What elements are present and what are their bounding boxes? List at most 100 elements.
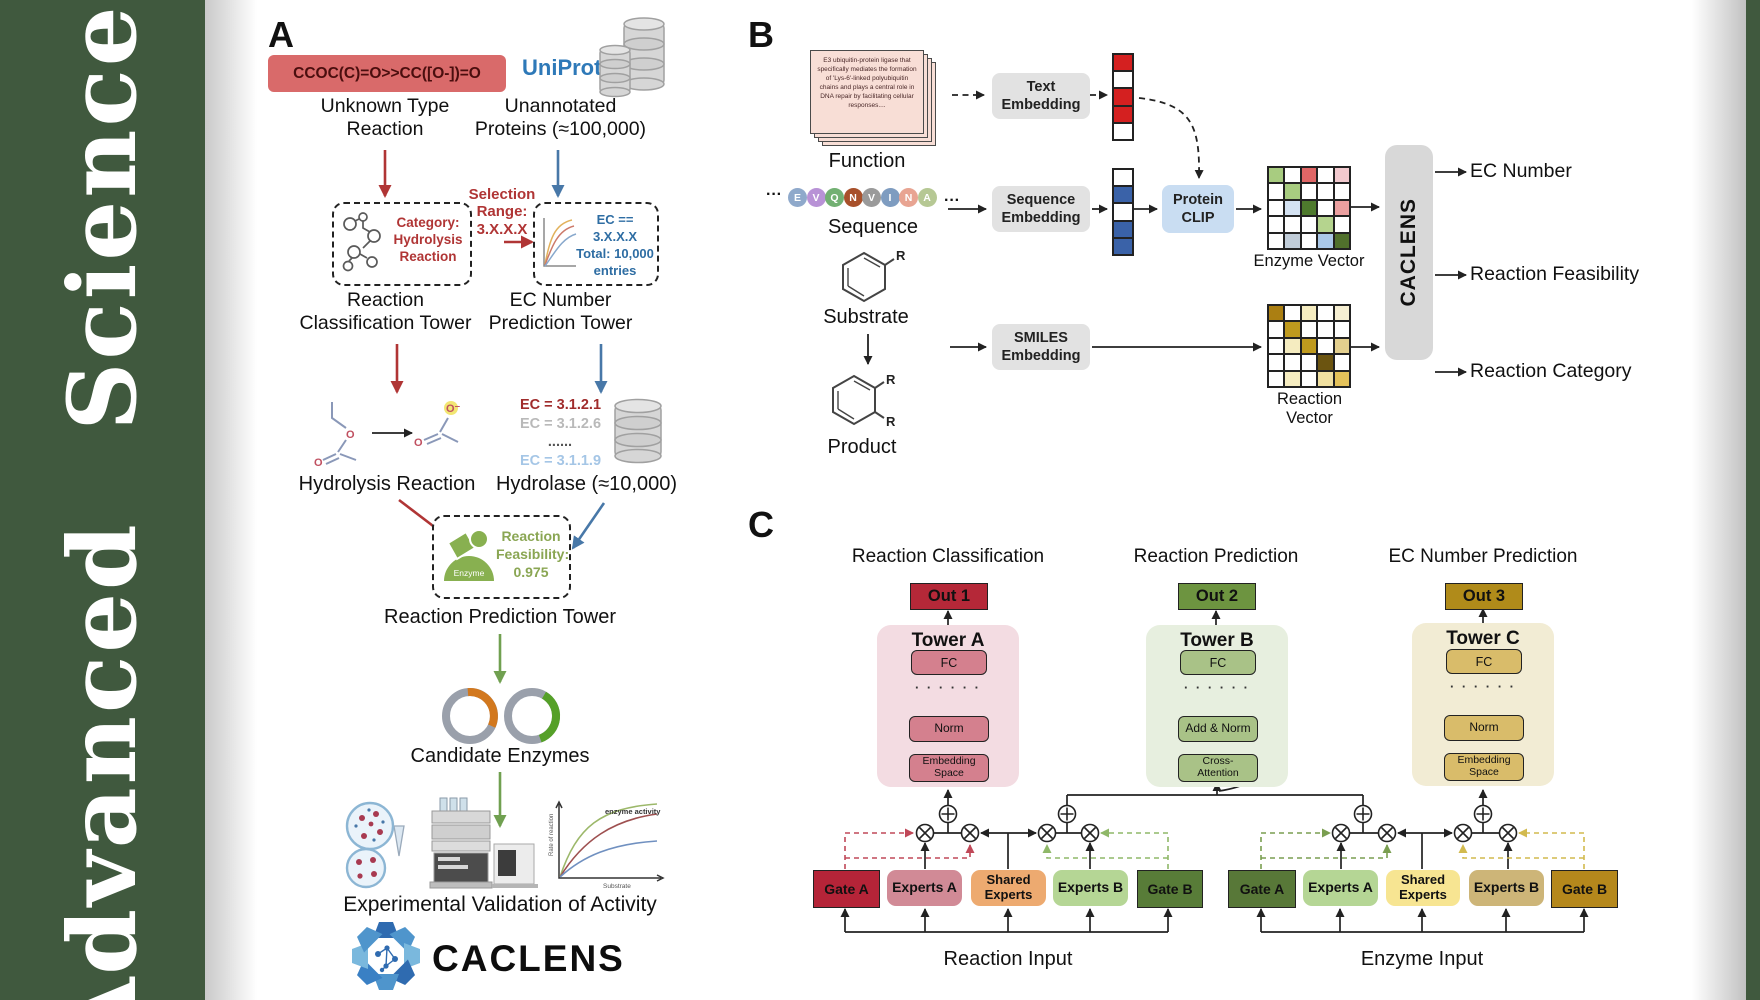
matrix-cell — [1317, 183, 1334, 200]
matrix-cell — [1284, 183, 1301, 200]
matrix-cell — [1333, 354, 1350, 371]
svg-text:Enzyme: Enzyme — [454, 568, 485, 578]
product-molecule: R R — [832, 372, 896, 429]
reaction-vector-matrix — [1267, 304, 1351, 388]
heading-reaction-classification: Reaction Classification — [851, 546, 1045, 567]
smiles-text: CCOC(C)=O>>CC([O-])=O — [293, 64, 481, 82]
residue-circle: Q — [825, 188, 844, 207]
matrix-cell — [1300, 321, 1318, 338]
matrix-cell — [1317, 370, 1334, 387]
text-embedding-vector — [1112, 53, 1134, 141]
caclens-model-bar: CACLENS — [1385, 145, 1433, 360]
moe-left-gate-a: Gate A — [813, 870, 880, 908]
page-left-shadow — [205, 0, 257, 1000]
petri-dish-icon — [345, 801, 405, 889]
reaction-vector-label: Reaction Vector — [1276, 390, 1343, 428]
moe-left-experts-a: Experts A — [887, 870, 962, 906]
matrix-cell — [1113, 88, 1133, 106]
matrix-cell — [1333, 232, 1350, 249]
candidate-enzymes-label: Candidate Enzymes — [410, 745, 590, 767]
output-ec-number: EC Number — [1470, 160, 1572, 182]
matrix-cell — [1113, 220, 1133, 238]
matrix-cell — [1317, 354, 1334, 371]
heading-reaction-prediction: Reaction Prediction — [1133, 546, 1299, 567]
tower-c-dots: · · · · · · — [1449, 679, 1517, 694]
matrix-cell — [1317, 199, 1334, 217]
matrix-cell — [1333, 305, 1350, 322]
matrix-cell — [1317, 321, 1334, 338]
sequence-embedding-vector — [1112, 168, 1134, 256]
matrix-cell — [1300, 305, 1318, 322]
matrix-cell — [1333, 370, 1350, 387]
matrix-cell — [1268, 167, 1285, 184]
moe-right-gate-a: Gate A — [1228, 870, 1296, 908]
matrix-cell — [1284, 167, 1301, 184]
residue-circle: I — [880, 188, 900, 207]
tower-c: Tower C FC · · · · · · Norm Embedding Sp… — [1412, 623, 1554, 786]
svg-text:R: R — [896, 248, 906, 263]
unknown-reaction-label: Unknown Type Reaction — [320, 95, 450, 140]
matrix-cell — [1300, 370, 1318, 387]
ec-selection-text: EC == 3.X.X.X Total: 10,000 entries — [576, 212, 654, 278]
matrix-cell — [1317, 216, 1334, 233]
out3-box: Out 3 — [1445, 583, 1523, 610]
tower-b-add-norm: Add & Norm — [1178, 716, 1258, 742]
tower-b: Tower B FC · · · · · · Add & Norm Cross-… — [1146, 625, 1288, 787]
hydrolase-database-icon — [614, 398, 662, 464]
matrix-cell — [1113, 237, 1133, 255]
svg-text:O: O — [414, 437, 423, 449]
category-box — [332, 202, 472, 286]
function-card: E3 ubiquitin-protein ligase that specifi… — [810, 50, 924, 134]
residue-circle: E — [788, 188, 807, 207]
hydrolase-label: Hydrolase (≈10,000) — [495, 473, 678, 495]
matrix-cell — [1284, 337, 1301, 355]
sequence-ellipsis-left: ··· — [766, 186, 782, 203]
tower-a-fc: FC — [911, 650, 987, 675]
matrix-cell — [1268, 216, 1285, 233]
residue-circle: V — [806, 188, 826, 207]
classification-tower-label: Reaction Classification Tower — [299, 289, 472, 334]
category-text: Category: Hydrolysis Reaction — [393, 215, 463, 264]
matrix-cell — [1284, 216, 1301, 233]
tower-a-title: Tower A — [911, 630, 985, 651]
enzyme-vector-label: Enzyme Vector — [1253, 252, 1365, 270]
tower-c-title: Tower C — [1446, 628, 1520, 649]
hplc-instrument-icon — [429, 797, 538, 889]
selection-range-label: Selection Range: 3.X.X.X — [468, 186, 536, 238]
sequence-embedding-box: Sequence Embedding — [992, 186, 1090, 232]
matrix-cell — [1113, 54, 1133, 72]
svg-text:Substrate: Substrate — [603, 883, 631, 890]
tower-c-norm: Norm — [1444, 715, 1524, 741]
prediction-tower-label: Reaction Prediction Tower — [384, 606, 616, 628]
matrix-cell — [1284, 321, 1301, 338]
out2-box: Out 2 — [1178, 583, 1256, 610]
matrix-cell — [1268, 337, 1285, 355]
matrix-cell — [1333, 216, 1350, 233]
ec-item: EC = 3.1.2.6 — [520, 415, 602, 432]
matrix-cell — [1113, 105, 1133, 123]
matrix-cell — [1300, 167, 1318, 184]
matrix-cell — [1268, 370, 1285, 387]
protein-clip-box: Protein CLIP — [1162, 185, 1234, 233]
enzyme-icon: Enzyme — [444, 529, 494, 581]
unannotated-proteins-label: Unannotated Proteins (≈100,000) — [474, 95, 647, 140]
product-label: Product — [827, 436, 897, 458]
residue-circle: N — [843, 188, 863, 207]
smiles-embedding-box: SMILES Embedding — [992, 324, 1090, 370]
molecules-icon — [342, 212, 381, 272]
page-right-shadow — [1692, 0, 1746, 1000]
matrix-cell — [1113, 122, 1133, 140]
matrix-cell — [1268, 305, 1285, 322]
tower-b-cross-attention: Cross- Attention — [1178, 754, 1258, 782]
matrix-cell — [1113, 203, 1133, 221]
matrix-cell — [1268, 183, 1285, 200]
tower-a-dots: · · · · · · — [914, 680, 982, 695]
plasmid-icons — [442, 688, 560, 744]
matrix-cell — [1268, 199, 1285, 217]
validation-label: Experimental Validation of Activity — [343, 893, 657, 916]
residue-circle: V — [862, 188, 881, 207]
hydrolysis-reaction-label: Hydrolysis Reaction — [298, 473, 476, 495]
